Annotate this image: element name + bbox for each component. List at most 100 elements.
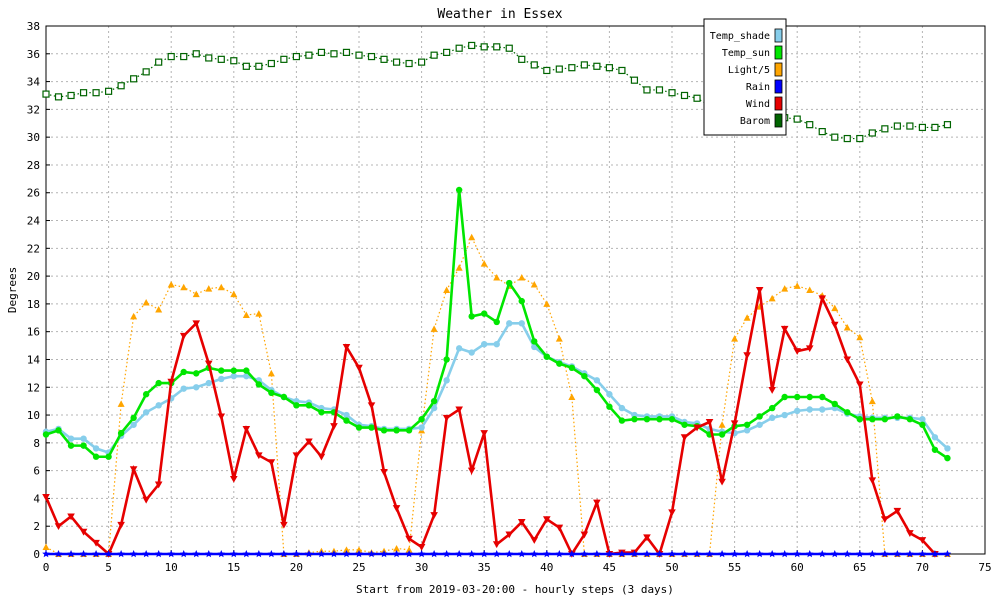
data-point-light-5 [518, 273, 526, 281]
data-point-temp-sun [67, 442, 75, 449]
data-point-rain [67, 550, 75, 558]
data-point-rain [705, 550, 714, 558]
data-point-wind [693, 424, 701, 432]
data-point-barom [618, 66, 626, 75]
data-point-temp-shade [230, 372, 237, 380]
data-point-barom [630, 76, 639, 84]
data-point-rain [743, 550, 751, 558]
data-point-wind [768, 387, 776, 394]
data-point-temp-sun [418, 416, 425, 423]
data-point-temp-sun [130, 414, 137, 422]
data-point-wind [142, 496, 150, 504]
data-point-barom [142, 68, 150, 76]
data-point-temp-shade [443, 377, 450, 384]
data-point-rain [593, 550, 601, 558]
data-point-barom [493, 43, 501, 51]
data-point-rain [881, 550, 889, 558]
data-point-rain [530, 550, 539, 558]
data-point-temp-sun [293, 402, 300, 409]
data-point-barom [155, 58, 163, 66]
data-point-temp-sun [255, 381, 263, 388]
y-tick-label: 0 [33, 548, 40, 561]
data-point-barom [392, 58, 401, 66]
data-point-temp-sun [656, 416, 663, 423]
legend: Temp_shade Temp_sun Light/5 Rain Wind Barom [703, 18, 787, 136]
data-point-light-5 [430, 325, 438, 332]
data-point-barom [217, 55, 225, 63]
data-point-light-5 [42, 543, 50, 551]
data-point-rain [718, 550, 726, 558]
data-point-barom [893, 122, 901, 130]
data-point-wind [242, 425, 251, 433]
data-point-rain [430, 550, 438, 558]
data-point-barom [806, 121, 814, 129]
data-point-wind [280, 521, 288, 529]
data-point-rain [893, 550, 902, 558]
data-point-barom [317, 48, 326, 57]
data-point-wind [42, 494, 50, 501]
data-point-light-5 [355, 546, 363, 553]
x-tick-label: 35 [478, 561, 491, 574]
data-point-wind [455, 406, 463, 414]
data-point-barom [92, 89, 100, 97]
data-point-temp-sun [894, 413, 901, 420]
data-point-wind [793, 348, 801, 355]
data-point-temp-sun [268, 389, 275, 397]
legend-label: Light/5 [728, 65, 770, 76]
data-point-wind [906, 530, 914, 537]
y-tick-label: 30 [27, 131, 40, 144]
data-point-light-5 [468, 233, 476, 241]
data-point-temp-shade [794, 407, 801, 415]
data-point-wind [405, 535, 413, 543]
data-point-temp-sun [768, 404, 776, 412]
data-point-light-5 [480, 260, 488, 267]
y-tick-label: 38 [27, 20, 40, 33]
data-point-light-5 [743, 314, 751, 321]
data-point-rain [505, 550, 514, 558]
data-point-wind [480, 430, 488, 437]
data-point-barom [355, 51, 363, 59]
data-point-temp-sun [380, 427, 388, 434]
x-tick-label: 75 [978, 561, 991, 574]
x-tick-label: 0 [43, 561, 50, 574]
data-point-light-5 [455, 264, 463, 271]
data-point-temp-sun [668, 416, 676, 423]
x-tick-label: 5 [105, 561, 112, 574]
data-point-barom [430, 51, 438, 59]
data-point-wind [230, 475, 238, 483]
x-tick-label: 25 [352, 561, 365, 574]
data-point-light-5 [568, 393, 576, 400]
data-point-temp-sun [305, 402, 313, 409]
data-point-wind [355, 364, 363, 372]
data-point-barom [480, 43, 488, 51]
data-point-temp-sun [944, 454, 951, 462]
data-point-rain [104, 550, 113, 558]
data-point-barom [455, 44, 463, 52]
data-point-wind [292, 452, 301, 460]
data-point-wind [668, 509, 676, 517]
data-point-rain [906, 550, 914, 558]
data-point-wind [755, 287, 764, 294]
data-point-rain [292, 550, 301, 558]
data-point-wind [367, 402, 376, 410]
data-point-wind [417, 544, 426, 551]
data-point-temp-sun [343, 417, 350, 424]
x-tick-label: 10 [165, 561, 178, 574]
data-point-wind [555, 524, 564, 532]
data-point-temp-shade [768, 414, 776, 422]
data-point-wind [843, 356, 852, 364]
legend-label: Rain [746, 82, 770, 93]
legend-label: Temp_shade [710, 31, 770, 42]
data-point-barom [367, 52, 376, 61]
data-point-rain [230, 550, 238, 558]
y-tick-label: 18 [27, 298, 40, 311]
data-point-temp-sun [92, 453, 100, 460]
data-point-barom [167, 52, 175, 61]
data-point-rain [355, 550, 363, 558]
data-point-wind [680, 434, 689, 442]
series-rain [42, 550, 952, 558]
data-point-wind [192, 320, 201, 328]
data-point-temp-sun [180, 368, 187, 376]
